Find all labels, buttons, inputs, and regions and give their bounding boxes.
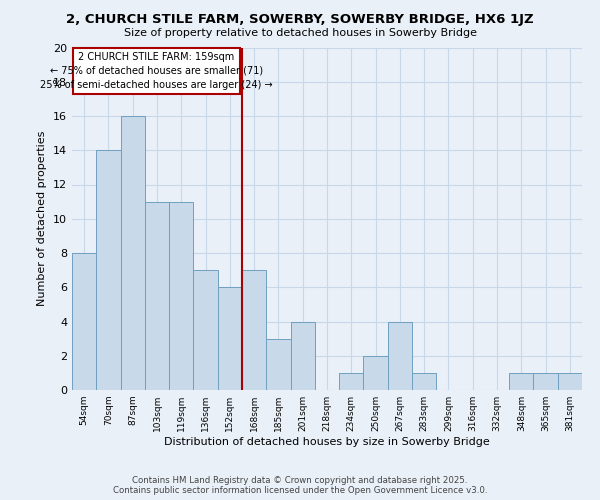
Text: 2 CHURCH STILE FARM: 159sqm: 2 CHURCH STILE FARM: 159sqm — [78, 52, 235, 62]
X-axis label: Distribution of detached houses by size in Sowerby Bridge: Distribution of detached houses by size … — [164, 437, 490, 447]
Text: Size of property relative to detached houses in Sowerby Bridge: Size of property relative to detached ho… — [124, 28, 476, 38]
Bar — [412, 373, 436, 390]
Y-axis label: Number of detached properties: Number of detached properties — [37, 131, 47, 306]
Bar — [121, 116, 145, 390]
Bar — [558, 373, 582, 390]
Bar — [533, 373, 558, 390]
Bar — [96, 150, 121, 390]
Text: Contains HM Land Registry data © Crown copyright and database right 2025.
Contai: Contains HM Land Registry data © Crown c… — [113, 476, 487, 495]
Bar — [266, 338, 290, 390]
Bar — [242, 270, 266, 390]
FancyBboxPatch shape — [73, 48, 239, 94]
Bar — [169, 202, 193, 390]
Text: 25% of semi-detached houses are larger (24) →: 25% of semi-detached houses are larger (… — [40, 80, 273, 90]
Bar — [72, 253, 96, 390]
Bar — [290, 322, 315, 390]
Text: ← 75% of detached houses are smaller (71): ← 75% of detached houses are smaller (71… — [50, 66, 263, 76]
Bar — [509, 373, 533, 390]
Bar — [364, 356, 388, 390]
Bar — [339, 373, 364, 390]
Bar — [218, 287, 242, 390]
Bar — [193, 270, 218, 390]
Bar — [388, 322, 412, 390]
Bar — [145, 202, 169, 390]
Text: 2, CHURCH STILE FARM, SOWERBY, SOWERBY BRIDGE, HX6 1JZ: 2, CHURCH STILE FARM, SOWERBY, SOWERBY B… — [66, 12, 534, 26]
